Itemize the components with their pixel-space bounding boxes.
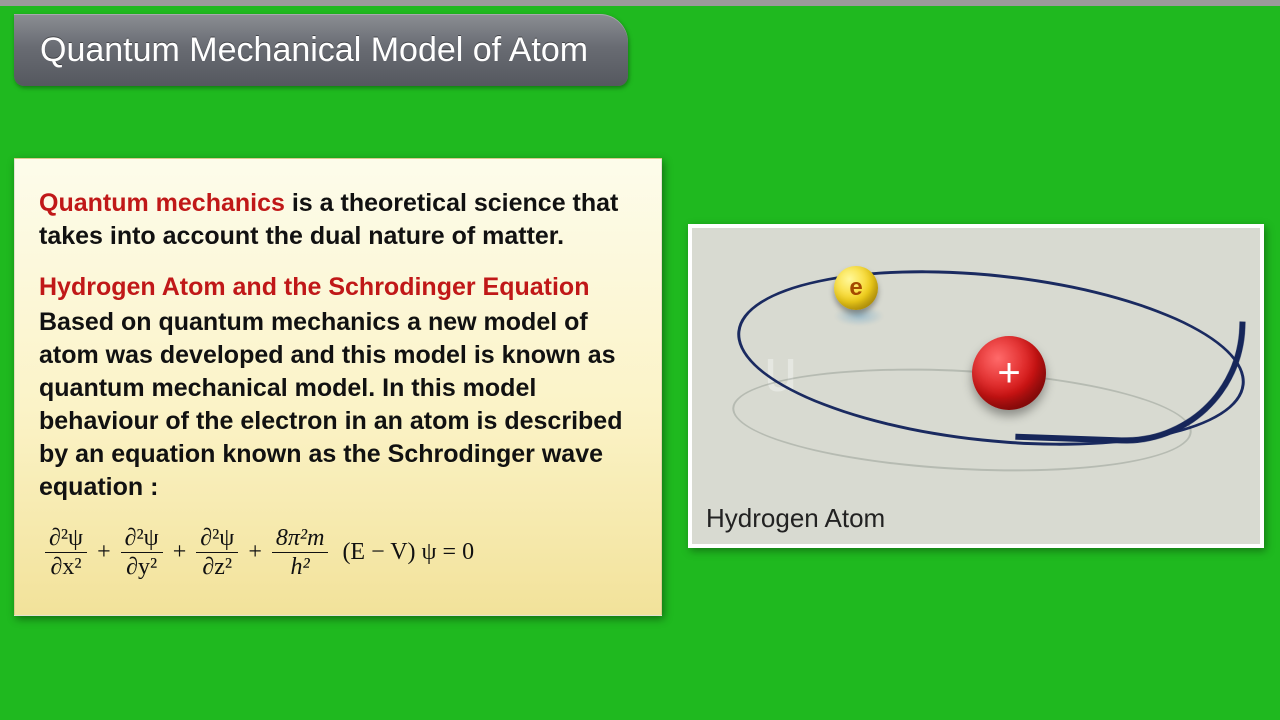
schrodinger-equation: ∂²ψ ∂x² + ∂²ψ ∂y² + ∂²ψ ∂z² + 8π²m h² (E… [39,526,637,579]
diagram-stage: u + e [704,240,1248,488]
content-card: Quantum mechanics is a theoretical scien… [14,158,662,616]
paragraph-2-heading: Hydrogen Atom and the Schrodinger Equati… [39,271,637,304]
electron-label: e [849,276,862,300]
eq-tail: (E − V) ψ = 0 [342,539,474,566]
hydrogen-atom-diagram: u + e Hydrogen Atom [688,224,1264,548]
paragraph-1: Quantum mechanics is a theoretical scien… [39,187,637,253]
eq-term-1: ∂²ψ ∂x² [45,526,87,579]
eq-term-2: ∂²ψ ∂y² [121,526,163,579]
highlight-term: Quantum mechanics [39,189,285,217]
diagram-caption: Hydrogen Atom [706,503,885,534]
nucleus: + [972,336,1046,410]
slide-title-tab: Quantum Mechanical Model of Atom [14,14,628,86]
electron: e [834,266,878,310]
plus-icon: + [171,539,189,566]
plus-icon: + [246,539,264,566]
paragraph-2: Based on quantum mechanics a new model o… [39,306,637,504]
eq-term-3: ∂²ψ ∂z² [196,526,238,579]
nucleus-label: + [997,353,1020,393]
eq-term-4: 8π²m h² [272,526,329,579]
slide-title: Quantum Mechanical Model of Atom [40,31,588,70]
plus-icon: + [95,539,113,566]
